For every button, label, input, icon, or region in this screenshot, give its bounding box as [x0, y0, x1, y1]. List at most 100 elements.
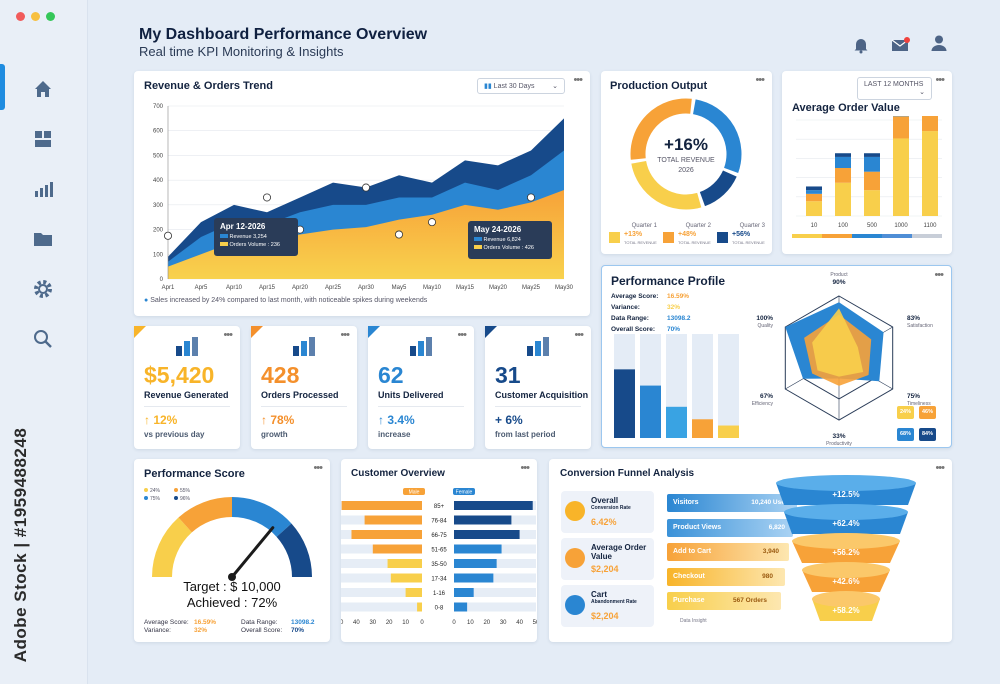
close-window-dot[interactable] [16, 12, 25, 21]
score-stat-value: 13098.2 [291, 619, 315, 626]
gauge-segment [152, 517, 193, 578]
y-tick-label: 600 [153, 129, 164, 135]
minimize-window-dot[interactable] [31, 12, 40, 21]
gauge-hub [228, 573, 236, 581]
mail-icon[interactable] [891, 36, 910, 54]
range-select[interactable]: ▮▮ Last 30 Days ⌄ [477, 78, 565, 94]
kpi-card: ••• $5,420 Revenue Generated ↑ 12% vs previo… [134, 326, 240, 449]
y-tick-label: 300 [153, 203, 164, 209]
profile-stat-value: 32% [667, 304, 681, 311]
bell-icon[interactable] [852, 36, 870, 54]
gauge-segment [276, 523, 312, 578]
tooltip-date: Apr 12-2026 [220, 222, 266, 231]
more-options-icon[interactable]: ••• [935, 462, 945, 474]
age-label: 85+ [434, 504, 445, 510]
kpi-change: ↑ 78% [261, 413, 295, 427]
grid-icon[interactable] [32, 128, 54, 150]
score-legend-label: 75% [150, 496, 161, 502]
radar-axis-value: 100% [756, 315, 773, 322]
kpi-change: + 6% [495, 413, 523, 427]
info-icon: ● [144, 297, 149, 304]
profile-stat-row: Variance: 32% [611, 304, 731, 315]
profile-bar-fill [666, 406, 687, 438]
revenue-card: Revenue & Orders Trend ••• ▮▮ Last 30 Da… [134, 71, 590, 316]
more-options-icon[interactable]: ••• [457, 329, 467, 341]
bar-chart-icon[interactable] [32, 178, 54, 200]
radar-axis-value: 90% [832, 279, 845, 286]
aov-range-select[interactable]: LAST 12 MONTHS ⌄ [857, 77, 932, 100]
x-tick-label: 20 [386, 620, 393, 626]
user-icon[interactable] [930, 34, 948, 52]
kpi-label: Orders Processed [261, 390, 339, 400]
home-icon[interactable] [32, 78, 54, 100]
bar-segment [864, 190, 880, 216]
x-tick-label: Apr1 [162, 285, 175, 291]
funnel-step-label: Visitors [673, 499, 699, 506]
maximize-window-dot[interactable] [46, 12, 55, 21]
donut-slice [692, 99, 742, 173]
legend-swatch [717, 232, 728, 243]
tooltip-orders: Orders Volume : 236 [220, 242, 292, 248]
legend-female-swatch [453, 488, 475, 495]
bar-segment [835, 168, 851, 183]
score-legend-dot [144, 496, 148, 500]
legend-male-swatch [403, 488, 425, 495]
y-tick-label: 100 [153, 252, 164, 258]
kpi-sub: from last period [495, 430, 556, 439]
metric-sub: Conversion Rate [591, 505, 631, 511]
more-options-icon[interactable]: ••• [223, 329, 233, 341]
radar-axis-value: 33% [832, 433, 845, 440]
range-bar-segment [912, 234, 942, 238]
page-title: My Dashboard Performance Overview [139, 26, 428, 43]
x-tick-label: Apr15 [259, 285, 276, 291]
more-options-icon[interactable]: ••• [573, 74, 583, 86]
male-bar [351, 530, 422, 539]
bar-segment [835, 156, 851, 168]
more-options-icon[interactable]: ••• [935, 74, 945, 86]
score-stats: Average Score: 16.59% Data Range: 13098.2 Va… [144, 619, 324, 639]
profile-stat-key: Data Range: [611, 315, 649, 322]
more-options-icon[interactable]: ••• [574, 329, 584, 341]
more-options-icon[interactable]: ••• [520, 462, 530, 474]
legend-sub: TOTAL REVENUE [732, 240, 765, 245]
metric-sub: Abandonment Rate [591, 599, 637, 605]
y-tick-label: 500 [153, 153, 164, 159]
metric-value: 6.42% [591, 517, 617, 527]
metric-card: Overall Conversion Rate 6.42% [561, 491, 654, 533]
more-options-icon[interactable]: ••• [340, 329, 350, 341]
bar-chart-icon: ▮▮ [484, 83, 492, 90]
profile-bar-track [692, 334, 713, 438]
bar-segment [893, 116, 909, 139]
funnel-rate: +62.4% [832, 519, 859, 528]
more-options-icon[interactable]: ••• [313, 462, 323, 474]
score-stat-key: Data Range: [241, 619, 278, 626]
kpi-icon-checklist-icon [289, 334, 319, 360]
male-bar [390, 573, 422, 583]
score-stat-key: Variance: [144, 627, 171, 634]
more-options-icon[interactable]: ••• [934, 269, 944, 281]
profile-chip: 84% [919, 428, 936, 441]
funnel-step: Product Views 6,820 [667, 518, 793, 537]
search-icon[interactable] [32, 328, 54, 350]
funnel-steps: Visitors 10,240 Users Product Views 6,820 Ad… [667, 494, 807, 614]
tooltip-orders-text: Orders Volume : 426 [483, 245, 534, 251]
kpi-divider [495, 406, 581, 407]
bar-segment [806, 186, 822, 191]
x-tick-label: 100 [838, 223, 849, 229]
funnel-layer-top [776, 475, 916, 491]
legend-label: Quarter 1 [631, 223, 657, 229]
more-options-icon[interactable]: ••• [755, 74, 765, 86]
radar-axis-label: Productivity [826, 441, 852, 447]
settings-icon[interactable] [32, 278, 54, 300]
folder-icon[interactable] [32, 228, 54, 250]
gauge-segment [178, 497, 233, 533]
funnel-step: Purchase 567 Orders [667, 592, 781, 610]
aov-range-label: LAST 12 MONTHS [864, 81, 924, 88]
bar-segment [835, 153, 851, 157]
bar-segment [864, 153, 880, 157]
age-label: 0-8 [435, 606, 444, 612]
aov-chart: 10 100 500 1000 1100 [792, 116, 942, 238]
y-tick-label: 200 [153, 228, 164, 234]
funnel-cone: +12.5% +62.4% +56.2% +42.6% +58.2% [776, 475, 916, 621]
score-legend-item: 55% [174, 488, 190, 494]
